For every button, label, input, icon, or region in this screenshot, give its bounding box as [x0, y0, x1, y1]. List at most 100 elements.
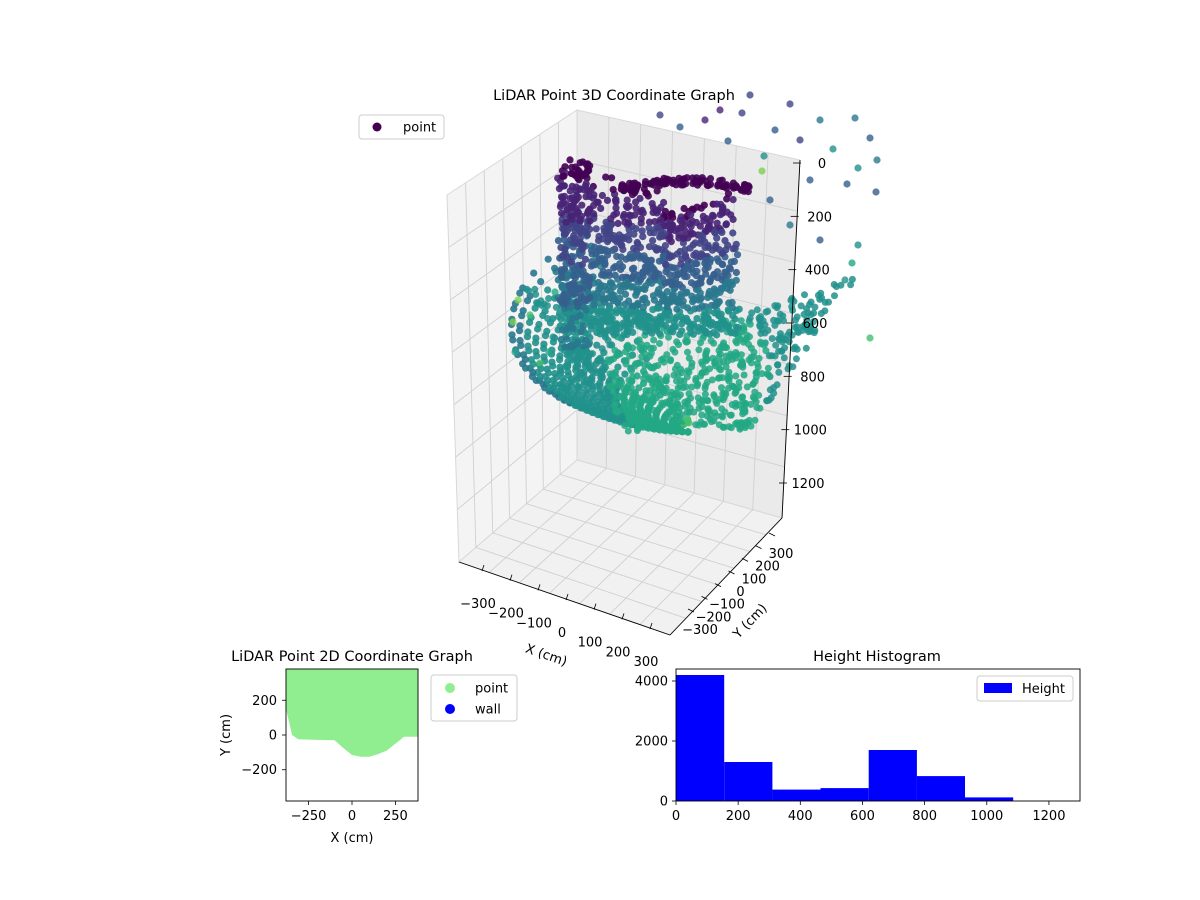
point-3d [713, 321, 721, 329]
point-3d [629, 344, 637, 352]
point-3d [785, 362, 793, 370]
legend-3d-label: point [403, 121, 436, 136]
point-3d [641, 180, 649, 189]
point-3d [598, 245, 606, 253]
point-3d [654, 362, 662, 369]
point-3d [579, 171, 587, 180]
point-3d [851, 114, 859, 122]
point-3d [722, 268, 730, 277]
point-3d [631, 179, 639, 187]
point-3d [729, 196, 737, 204]
point-3d [618, 182, 626, 190]
point-3d [866, 334, 874, 342]
point-3d [711, 309, 719, 317]
point-3d [732, 388, 740, 396]
point-3d [724, 306, 732, 314]
point-3d [771, 321, 779, 329]
point-3d [683, 317, 691, 325]
point-3d [727, 258, 735, 266]
point-3d [568, 169, 576, 178]
point-3d [677, 260, 685, 268]
point-3d [560, 182, 568, 190]
point-3d [529, 368, 537, 376]
point-3d [771, 126, 779, 134]
point-3d [698, 411, 706, 419]
point-3d [714, 274, 722, 282]
point-3d [664, 278, 673, 286]
point-3d [775, 335, 783, 343]
point-3d [724, 190, 733, 198]
legend-2d-point-label: point [475, 682, 508, 697]
point-3d [530, 269, 538, 277]
x-tick-label-hist: 800 [912, 809, 937, 824]
point-3d [733, 419, 741, 427]
point-3d [574, 383, 582, 391]
point-3d [610, 264, 618, 272]
point-3d [545, 295, 553, 302]
point-3d [624, 427, 632, 435]
x-tick-3d [565, 593, 569, 601]
point-3d [706, 415, 714, 423]
y-tick-3d [728, 570, 735, 575]
point-3d [557, 315, 565, 323]
point-3d [676, 224, 685, 232]
point-3d [707, 337, 715, 345]
legend-histogram-swatch [984, 683, 1012, 693]
histogram-bar [820, 788, 869, 801]
point-3d [700, 201, 708, 209]
point-3d [630, 230, 638, 238]
point-3d [567, 212, 576, 220]
x-tick-3d [649, 622, 653, 630]
point-3d [693, 293, 701, 302]
point-3d [825, 298, 832, 306]
point-3d [642, 387, 650, 395]
point-3d [735, 379, 743, 386]
point-3d [557, 336, 565, 344]
point-3d [742, 422, 750, 429]
point-3d [636, 243, 645, 251]
point-3d [622, 202, 631, 210]
point-3d [701, 390, 709, 398]
point-3d [786, 328, 794, 336]
point-3d [592, 225, 600, 233]
point-3d [566, 187, 574, 195]
point-3d [679, 301, 687, 310]
point-3d [514, 296, 522, 304]
point-3d [668, 294, 676, 302]
point-3d [727, 211, 735, 219]
point-3d [715, 298, 723, 306]
z-tick-label-3d: 400 [805, 264, 830, 279]
point-3d [763, 397, 771, 405]
point-3d [688, 383, 696, 391]
point-3d [817, 310, 825, 317]
point-3d [649, 203, 657, 212]
point-3d [583, 376, 591, 384]
point-3d [699, 334, 707, 342]
point-3d [618, 379, 626, 387]
x-tick-label-3d: −200 [488, 607, 524, 622]
point-3d [583, 348, 591, 356]
point-3d [544, 286, 552, 294]
point-3d [653, 176, 661, 184]
point-3d [544, 315, 552, 322]
point-3d [584, 160, 592, 168]
point-3d [816, 116, 824, 124]
point-3d [563, 351, 571, 359]
point-3d [751, 416, 759, 424]
point-3d [658, 399, 666, 407]
point-3d [602, 295, 610, 303]
point-3d [709, 212, 718, 220]
point-3d [580, 357, 588, 365]
point-3d [872, 188, 880, 196]
point-3d [722, 352, 730, 360]
point-3d [660, 358, 668, 366]
z-tick-label-3d: 0 [818, 157, 826, 172]
point-3d [590, 322, 598, 330]
point-3d [559, 326, 567, 334]
point-3d [704, 241, 712, 250]
point-3d [650, 265, 658, 274]
point-3d [687, 279, 696, 287]
point-3d [591, 261, 599, 269]
point-3d [561, 245, 569, 253]
point-3d [578, 261, 587, 269]
